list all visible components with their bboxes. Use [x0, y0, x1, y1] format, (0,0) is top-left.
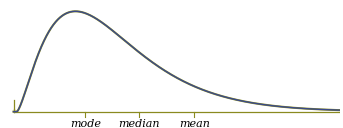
Text: median: median: [118, 119, 160, 128]
Text: mean: mean: [179, 119, 210, 128]
Text: mode: mode: [70, 119, 101, 128]
